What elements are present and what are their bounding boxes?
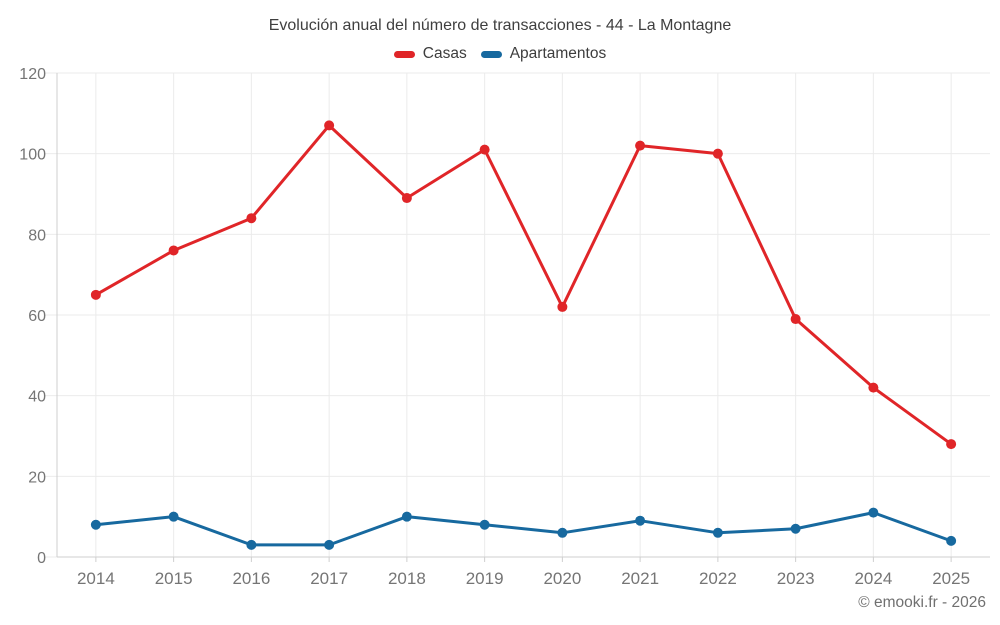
data-point-casas-2017[interactable] <box>324 120 335 131</box>
data-point-casas-2018[interactable] <box>401 193 412 204</box>
y-tick-label: 120 <box>19 66 46 83</box>
data-point-apartamentos-2023[interactable] <box>790 523 801 534</box>
data-point-apartamentos-2017[interactable] <box>324 539 335 550</box>
x-tick-label: 2014 <box>77 569 115 588</box>
data-point-casas-2021[interactable] <box>635 140 646 151</box>
data-point-apartamentos-2014[interactable] <box>90 519 101 530</box>
data-point-casas-2022[interactable] <box>712 148 723 159</box>
casas-series-swatch-icon <box>393 50 415 58</box>
data-point-casas-2023[interactable] <box>790 314 801 325</box>
legend-label-apartamentos: Apartamentos <box>509 45 607 62</box>
data-point-casas-2019[interactable] <box>479 144 490 155</box>
x-tick-label: 2016 <box>232 569 270 588</box>
x-tick-label: 2018 <box>388 569 426 588</box>
data-point-apartamentos-2020[interactable] <box>557 527 568 538</box>
data-point-apartamentos-2025[interactable] <box>946 535 957 546</box>
series-line-casas <box>94 123 953 446</box>
x-tick-label: 2021 <box>621 569 659 588</box>
data-point-apartamentos-2024[interactable] <box>868 507 879 518</box>
data-point-apartamentos-2018[interactable] <box>401 511 412 522</box>
x-tick-label: 2025 <box>932 569 970 588</box>
y-tick-label: 100 <box>19 147 46 164</box>
data-point-casas-2014[interactable] <box>90 289 101 300</box>
data-point-apartamentos-2022[interactable] <box>712 527 723 538</box>
data-point-casas-2015[interactable] <box>168 245 179 256</box>
data-point-apartamentos-2019[interactable] <box>479 519 490 530</box>
y-tick-label: 0 <box>37 550 46 567</box>
data-point-casas-2025[interactable] <box>946 439 957 450</box>
legend-item-casas[interactable]: Casas <box>393 45 467 63</box>
chart-title: Evolución anual del número de transaccio… <box>268 17 732 34</box>
chart-legend: Casas Apartamentos <box>0 45 1000 63</box>
y-tick-label: 20 <box>28 469 46 486</box>
x-tick-label: 2019 <box>466 569 504 588</box>
y-tick-label: 60 <box>28 308 46 325</box>
x-tick-label: 2015 <box>155 569 193 588</box>
x-tick-label: 2022 <box>699 569 737 588</box>
x-tick-label: 2020 <box>543 569 581 588</box>
data-point-apartamentos-2021[interactable] <box>635 515 646 526</box>
series-line-apartamentos <box>94 511 953 547</box>
data-point-apartamentos-2015[interactable] <box>168 511 179 522</box>
apartamentos-series-swatch-icon <box>480 50 502 58</box>
data-point-casas-2020[interactable] <box>557 301 568 312</box>
legend-label-casas: Casas <box>422 45 467 62</box>
y-tick-label: 80 <box>28 227 46 244</box>
data-point-casas-2016[interactable] <box>246 213 257 224</box>
legend-item-apartamentos[interactable]: Apartamentos <box>480 45 607 63</box>
x-tick-label: 2024 <box>854 569 892 588</box>
x-tick-label: 2017 <box>310 569 348 588</box>
y-tick-label: 40 <box>28 389 46 406</box>
data-point-casas-2024[interactable] <box>868 382 879 393</box>
footer-credit: © emooki.fr - 2026 <box>858 594 986 611</box>
data-point-apartamentos-2016[interactable] <box>246 539 257 550</box>
x-tick-label: 2023 <box>777 569 815 588</box>
